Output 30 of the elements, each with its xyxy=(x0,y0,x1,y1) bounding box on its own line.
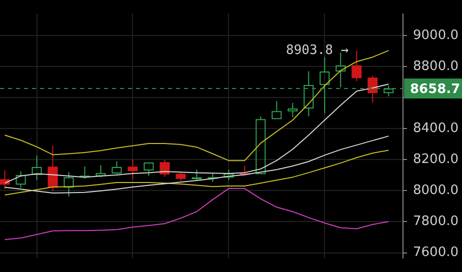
y-tick-label: 7600.0 xyxy=(413,245,458,260)
y-tick-label: 8800.0 xyxy=(413,58,458,74)
candlestick xyxy=(384,85,394,97)
candlestick xyxy=(272,100,282,120)
candlestick xyxy=(80,166,90,180)
candlestick xyxy=(368,75,378,104)
candlestick xyxy=(0,170,10,190)
candlestick xyxy=(96,164,106,178)
candlestick xyxy=(16,170,26,188)
annotation: 8903.8 → xyxy=(286,42,349,58)
y-tick-label: 7800.0 xyxy=(413,214,458,230)
candlestick xyxy=(352,50,362,82)
candlestick xyxy=(64,172,74,198)
candlestick xyxy=(160,159,170,178)
candlestick xyxy=(128,158,138,180)
candlestick xyxy=(48,145,58,192)
y-tick-label: 9000.0 xyxy=(413,28,458,43)
candlestick xyxy=(336,52,346,88)
candlestick xyxy=(224,169,234,181)
candlestick xyxy=(256,116,266,174)
candlestick xyxy=(192,169,202,181)
y-tick-label: 8400.0 xyxy=(413,121,458,136)
ref-line-label: 8658.7 xyxy=(410,82,460,97)
candlestick xyxy=(304,70,314,117)
candlestick xyxy=(320,56,330,114)
candlestick xyxy=(288,102,298,118)
y-tick-label: 8200.0 xyxy=(413,152,458,168)
y-tick-label: 8000.0 xyxy=(413,183,458,198)
candlestick xyxy=(32,155,42,180)
candlestick xyxy=(176,172,186,182)
